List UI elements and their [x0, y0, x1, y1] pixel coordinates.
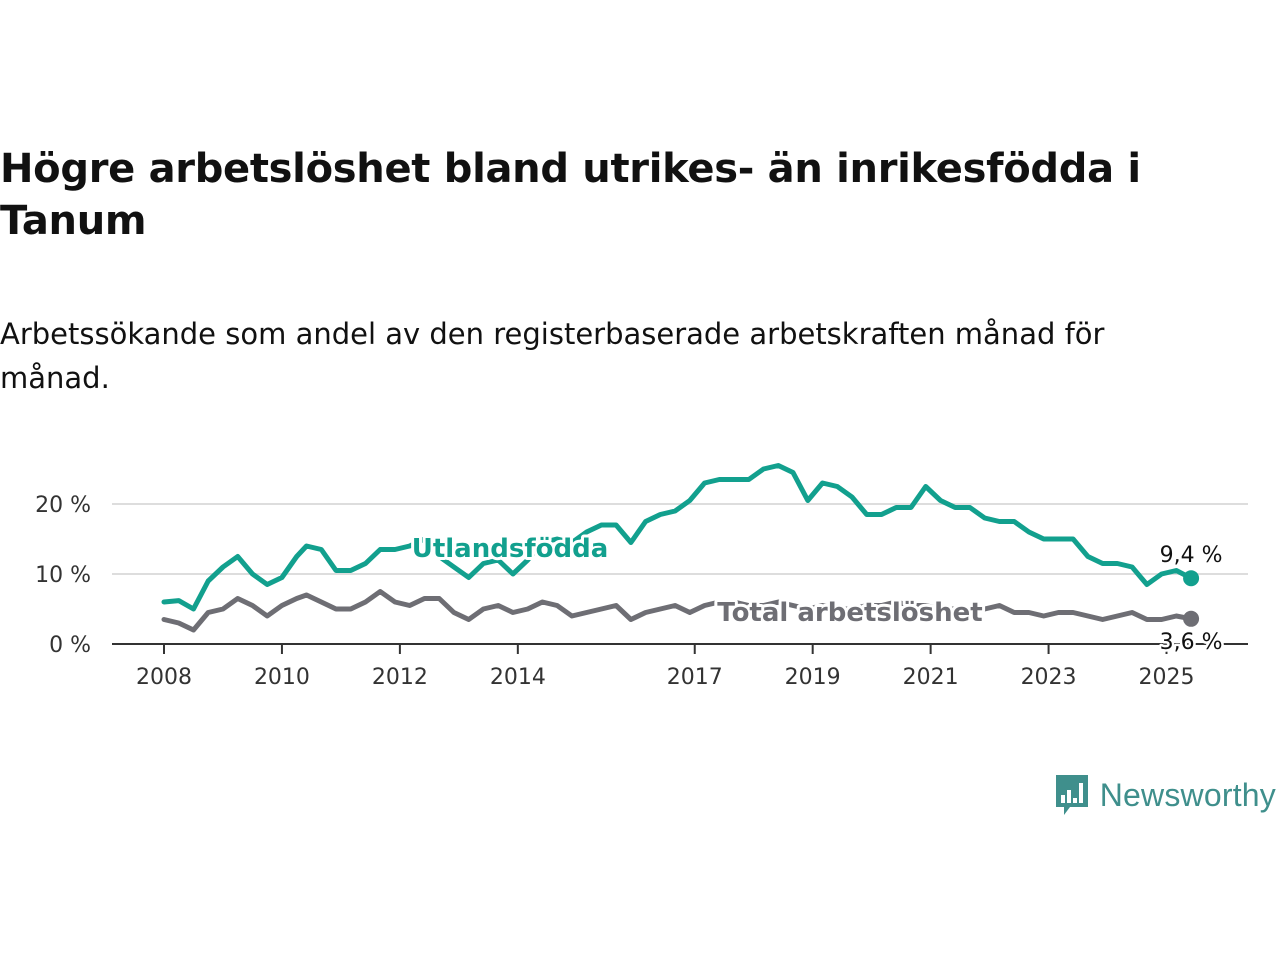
x-tick-label: 2025 [1139, 665, 1195, 690]
end-value-label-total-arbetsloshet: 3,6 % [1160, 630, 1223, 655]
y-tick-label: 0 % [49, 633, 91, 658]
x-tick-label: 2008 [136, 665, 192, 690]
series-label-total-arbetsloshet: Total arbetslöshet [717, 598, 982, 628]
x-tick-label: 2010 [254, 665, 310, 690]
label-layer: 9,4 % 3,6 % Utlandsfödda Total arbetslöshet [409, 531, 1225, 657]
newsworthy-logo-icon [1055, 775, 1088, 815]
y-tick-label: 10 % [35, 563, 91, 588]
series-line-total-arbetsloshet [161, 589, 1194, 633]
x-tick-label: 2019 [785, 665, 841, 690]
end-value-label-utlandsfodda: 9,4 % [1160, 543, 1223, 568]
chart-title: Högre arbetslöshet bland utrikes- än inr… [0, 146, 1141, 244]
series-layer [161, 463, 1200, 633]
x-tick-label: 2023 [1021, 665, 1077, 690]
x-tick-label: 2014 [490, 665, 546, 690]
end-point-utlandsfodda [1183, 570, 1200, 587]
axis-layer: 0 % 10 % 20 % 2008 2010 2012 2014 2017 2019 2021 2… [35, 493, 1248, 690]
end-point-total-arbetsloshet [1183, 610, 1200, 627]
y-tick-label: 20 % [35, 493, 91, 518]
chart-subtitle: Arbetssökande som andel av den registerb… [0, 317, 1105, 395]
x-tick-label: 2017 [667, 665, 723, 690]
grid-layer [112, 503, 1248, 575]
logo-text: Newsworthy [1099, 776, 1276, 813]
x-tick-label: 2012 [372, 665, 428, 690]
series-label-utlandsfodda: Utlandsfödda [412, 534, 609, 564]
newsworthy-logo[interactable]: Newsworthy [1054, 773, 1276, 817]
series-line-utlandsfodda [161, 463, 1194, 612]
x-tick-label: 2021 [903, 665, 959, 690]
